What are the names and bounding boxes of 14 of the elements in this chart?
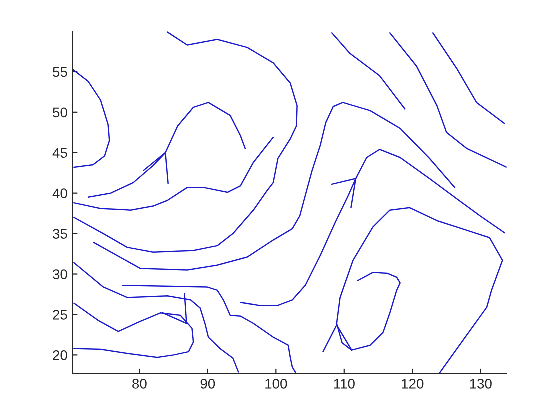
y-tick-label: 25 <box>53 310 68 320</box>
y-tick-label: 20 <box>53 350 68 360</box>
y-tick-label: 35 <box>53 229 68 239</box>
x-tick-label: 120 <box>402 379 424 389</box>
x-tick-label: 110 <box>334 379 355 389</box>
x-tick-label: 130 <box>470 379 492 389</box>
y-tick-label: 45 <box>52 148 68 158</box>
y-tick-label: 40 <box>52 188 68 199</box>
y-tick-label: 30 <box>53 270 68 280</box>
x-tick-label: 80 <box>132 379 147 389</box>
y-tick-label: 55 <box>53 67 68 78</box>
x-tick-label: 90 <box>200 379 216 389</box>
x-tick-label: 100 <box>266 379 288 389</box>
y-tick-label: 50 <box>53 108 68 118</box>
